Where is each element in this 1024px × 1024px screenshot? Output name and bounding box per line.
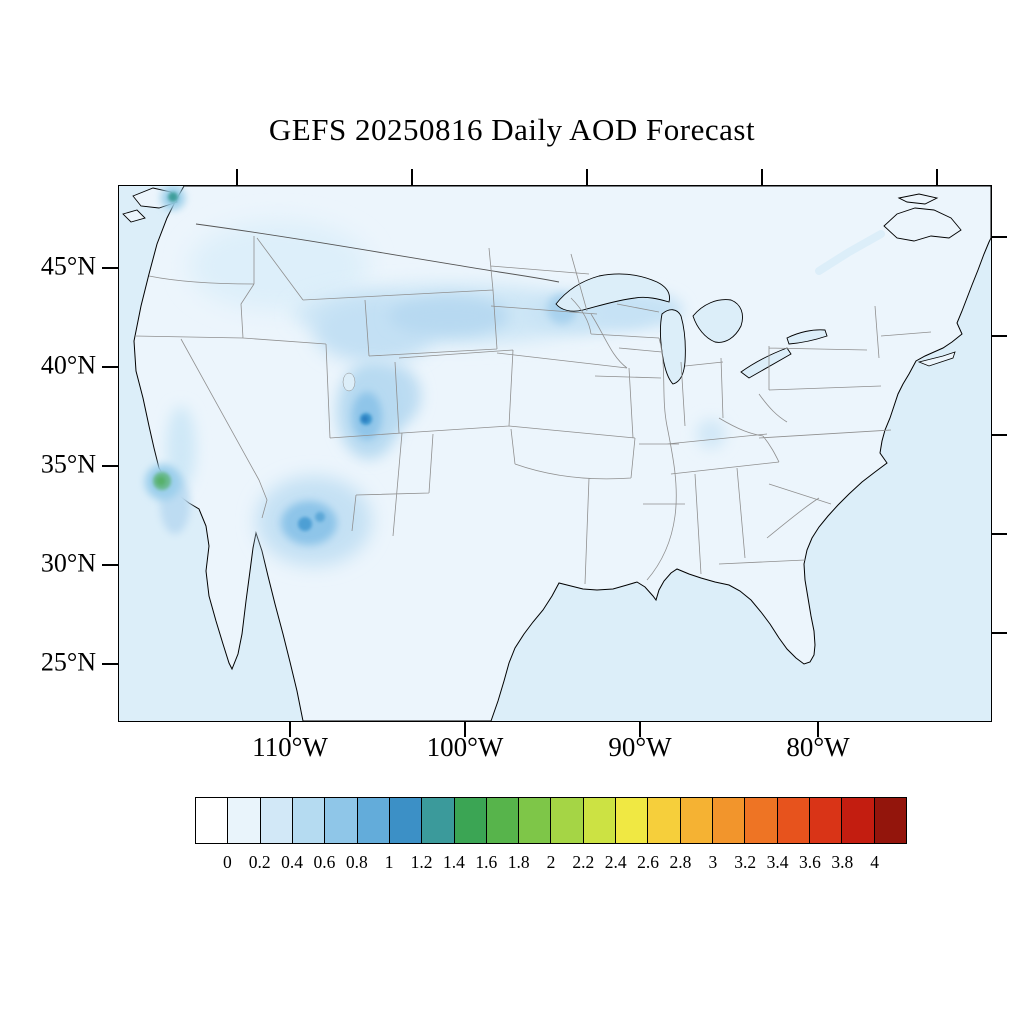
- colorbar-tick-label: 0.2: [248, 852, 271, 872]
- colorbar-segment: [647, 798, 680, 843]
- lon-tick-label: 110°W: [252, 732, 328, 762]
- colorbar-segment: [712, 798, 745, 843]
- colorbar-segment: [744, 798, 777, 843]
- colorbar-segment: [873, 798, 906, 843]
- lake-ontario: [786, 329, 828, 345]
- right-tick-mark: [991, 632, 1007, 634]
- colorbar-segment: [582, 798, 616, 843]
- colorbar-segment: [776, 798, 809, 843]
- st-lawrence-river: [815, 230, 885, 275]
- right-tick-mark: [991, 533, 1007, 535]
- colorbar-tick-label: 3: [708, 852, 718, 872]
- colorbar-segment: [291, 798, 325, 843]
- lat-tick-mark: [102, 465, 118, 467]
- lon-tick-label: 100°W: [426, 732, 504, 762]
- right-tick-mark: [991, 434, 1007, 436]
- lon-tick-label: 80°W: [786, 732, 850, 762]
- lat-tick-mark: [102, 267, 118, 269]
- colorbar-tick-label: 0.6: [313, 852, 336, 872]
- colorbar: [195, 797, 907, 844]
- colorbar-segment: [356, 798, 389, 843]
- colorbar-segment: [550, 798, 583, 843]
- colorbar-tick-label: 0.8: [345, 852, 368, 872]
- right-tick-mark: [991, 236, 1007, 238]
- colorbar-tick-label: 2.4: [604, 852, 627, 872]
- plot-title: GEFS 20250816 Daily AOD Forecast: [268, 112, 756, 147]
- colorbar-tick-label: 0: [222, 852, 232, 872]
- colorbar-tick-label: 2.6: [637, 852, 660, 872]
- colorbar-tick-labels: 0 0.2 0.4 0.6 0.8 1 1.2 1.4 1.6 1.8 2 2.2 2.4 2.6 2.8 3…: [195, 852, 907, 876]
- colorbar-segment: [453, 798, 486, 843]
- lat-tick-mark: [102, 663, 118, 665]
- colorbar-tick-label: 4: [870, 852, 879, 872]
- lat-tick-label: 35°N: [40, 449, 96, 479]
- top-tick-mark: [761, 169, 763, 185]
- colorbar-tick-label: 1.8: [507, 852, 530, 872]
- colorbar-segment: [196, 798, 228, 843]
- conus-map-canvas: [119, 186, 991, 721]
- lat-tick-mark: [102, 366, 118, 368]
- colorbar-segment: [259, 798, 292, 843]
- colorbar-tick-label: 3.2: [734, 852, 757, 872]
- colorbar-tick-label: 1.4: [442, 852, 465, 872]
- colorbar-segment: [841, 798, 874, 843]
- colorbar-tick-label: 1.2: [410, 852, 433, 872]
- lon-tick-mark: [289, 721, 291, 737]
- colorbar-tick-label: 2.2: [572, 852, 595, 872]
- colorbar-segment: [227, 798, 260, 843]
- lon-tick-mark: [639, 721, 641, 737]
- state-borders: [134, 236, 932, 585]
- lat-tick-label: 45°N: [40, 251, 96, 281]
- colorbar-tick-label: 2: [546, 852, 556, 872]
- colorbar-tick-label: 1: [384, 852, 394, 872]
- lon-tick-label: 90°W: [608, 732, 672, 762]
- colorbar-segment: [421, 798, 454, 843]
- lat-tick-label: 40°N: [40, 350, 96, 380]
- colorbar-segment: [808, 798, 842, 843]
- great-salt-lake: [342, 372, 356, 392]
- top-tick-mark: [236, 169, 238, 185]
- lat-tick-label: 25°N: [40, 647, 96, 677]
- colorbar-tick-label: 3.4: [766, 852, 789, 872]
- top-tick-mark: [936, 169, 938, 185]
- lon-tick-mark: [464, 721, 466, 737]
- colorbar-segment: [324, 798, 357, 843]
- canada-border: [195, 223, 560, 283]
- colorbar-tick-label: 1.6: [475, 852, 498, 872]
- colorbar-tick-label: 0.4: [281, 852, 304, 872]
- lat-tick-label: 30°N: [40, 548, 96, 578]
- colorbar-tick-label: 3.6: [798, 852, 821, 872]
- colorbar-tick-label: 2.8: [669, 852, 692, 872]
- colorbar-segment: [615, 798, 648, 843]
- lake-erie: [740, 347, 792, 379]
- top-tick-mark: [586, 169, 588, 185]
- top-tick-mark: [411, 169, 413, 185]
- lat-tick-mark: [102, 564, 118, 566]
- lake-huron: [692, 299, 743, 343]
- long-island: [917, 351, 956, 367]
- colorbar-segment: [485, 798, 519, 843]
- colorbar-segment: [679, 798, 712, 843]
- map-frame: [118, 185, 992, 722]
- colorbar-tick-label: 3.8: [831, 852, 854, 872]
- colorbar-segment: [518, 798, 551, 843]
- lon-tick-mark: [817, 721, 819, 737]
- right-tick-mark: [991, 335, 1007, 337]
- nova-scotia-island: [883, 193, 962, 242]
- colorbar-segment: [388, 798, 422, 843]
